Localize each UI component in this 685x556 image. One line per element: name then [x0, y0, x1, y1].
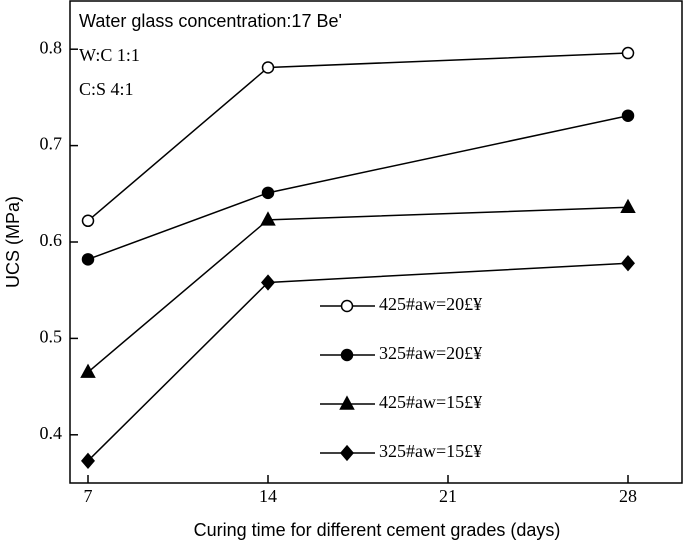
annotation: Water glass concentration:17 Be' — [79, 11, 342, 31]
y-tick-label: 0.7 — [40, 134, 63, 154]
legend-marker — [340, 444, 354, 462]
legend-label: 425#aw=15£¥ — [379, 392, 482, 412]
annotation: C:S 4:1 — [79, 79, 134, 99]
x-axis-label: Curing time for different cement grades … — [194, 520, 561, 540]
y-tick-label: 0.8 — [40, 37, 63, 57]
legend-label: 325#aw=15£¥ — [379, 441, 482, 461]
plot-frame — [69, 0, 683, 484]
marker — [620, 198, 636, 214]
series-line — [87, 52, 629, 222]
x-tick-label: 28 — [619, 486, 637, 506]
y-tick-label: 0.5 — [40, 327, 63, 347]
legend-marker — [340, 299, 354, 313]
legend-marker — [340, 348, 354, 362]
marker — [621, 255, 635, 272]
legend-label: 325#aw=20£¥ — [379, 343, 482, 363]
legend-marker — [339, 395, 355, 410]
marker — [81, 253, 95, 266]
y-tick-label: 0.4 — [40, 423, 63, 443]
marker — [621, 109, 635, 122]
y-tick-label: 0.6 — [40, 230, 63, 250]
legend-label: 425#aw=20£¥ — [379, 294, 482, 314]
marker — [260, 211, 276, 226]
marker — [261, 274, 275, 291]
y-axis-label: UCS (MPa) — [3, 196, 23, 288]
marker — [81, 214, 95, 228]
series-line — [87, 206, 629, 373]
marker — [261, 61, 275, 74]
marker — [81, 452, 95, 469]
x-tick-label: 21 — [439, 486, 457, 506]
marker — [621, 46, 635, 60]
marker — [80, 363, 96, 378]
marker — [261, 186, 275, 200]
series-line — [87, 114, 629, 261]
series-line — [87, 262, 629, 462]
annotation: W:C 1:1 — [79, 45, 140, 65]
x-tick-label: 14 — [259, 486, 277, 506]
x-tick-label: 7 — [84, 486, 93, 506]
